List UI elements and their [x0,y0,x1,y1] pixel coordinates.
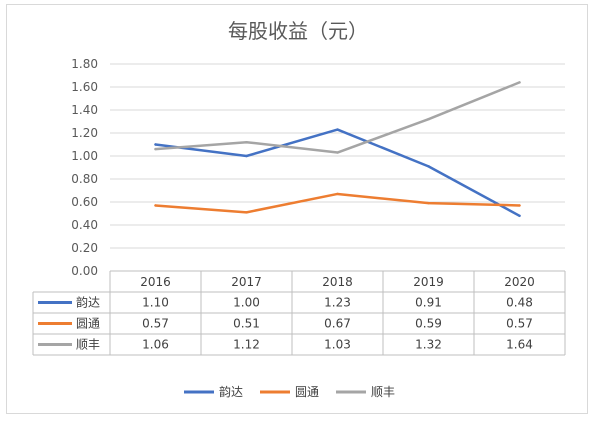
series-line [154,81,521,154]
y-tick-label: 1.80 [71,57,98,71]
data-point [427,118,430,121]
y-tick-label: 0.80 [71,172,98,186]
y-tick-label: 0.00 [71,264,98,278]
data-label: 1.64 [506,338,533,352]
x-tick-label: 2017 [231,275,262,289]
data-label: 0.51 [233,317,260,331]
data-point [245,141,248,144]
data-point [427,201,430,205]
data-point [518,81,521,84]
data-label: 0.57 [506,317,533,331]
data-label: 1.03 [324,338,351,352]
legend-label: 韵达 [219,384,243,399]
data-point [154,143,157,146]
data-label: 1.23 [324,296,351,310]
series-line [154,192,521,214]
x-tick-label: 2020 [504,275,535,289]
y-tick-label: 0.60 [71,195,98,209]
y-tick-label: 1.40 [71,103,98,117]
table-series-name: 韵达 [76,295,100,310]
data-label: 1.00 [233,296,260,310]
data-point [245,211,248,214]
chart-title: 每股收益（元） [228,19,368,43]
x-tick-label: 2016 [140,275,171,289]
data-label: 0.57 [142,317,169,331]
chart-frame: 每股收益（元） [6,4,588,414]
data-point [336,151,339,154]
data-point [336,128,339,131]
y-tick-label: 1.00 [71,149,98,163]
data-point [518,204,521,207]
data-label: 0.59 [415,317,442,331]
data-point [336,192,339,196]
table-series-name: 圆通 [76,317,100,331]
data-label: 0.67 [324,317,351,331]
x-tick-label: 2019 [413,275,444,289]
data-label: 0.48 [506,296,533,310]
legend-label: 圆通 [295,385,319,399]
data-label: 1.12 [233,338,260,352]
legend-label: 顺丰 [371,385,395,399]
y-tick-label: 1.20 [71,126,98,140]
y-tick-label: 0.40 [71,218,98,232]
x-tick-label: 2018 [322,275,353,289]
y-tick-label: 0.20 [71,241,98,255]
data-label: 1.32 [415,338,442,352]
data-point [518,214,521,217]
data-label: 0.91 [415,296,442,310]
data-point [427,165,430,168]
data-point [154,204,157,207]
y-tick-label: 1.60 [71,80,98,94]
data-point [154,147,157,151]
data-label: 1.10 [142,296,169,310]
data-label: 1.06 [142,338,169,352]
table-series-name: 顺丰 [76,338,100,352]
data-point [245,154,248,158]
